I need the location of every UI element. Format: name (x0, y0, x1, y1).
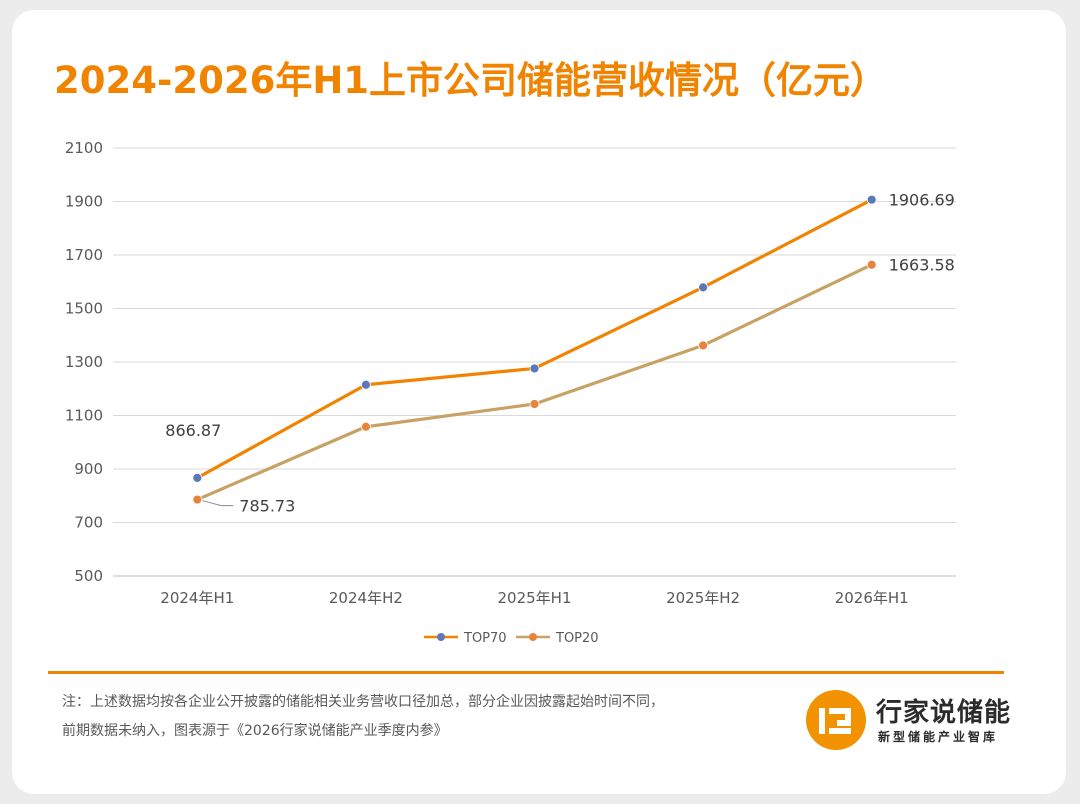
series-line-top70 (196, 198, 873, 480)
data-point (360, 421, 371, 432)
x-tick-label: 2025年H1 (498, 589, 572, 607)
y-tick-label: 1900 (65, 193, 103, 211)
series-lines (192, 194, 877, 505)
legend-swatch-marker (437, 633, 445, 641)
data-point (360, 379, 371, 390)
footnote: 注：上述数据均按各企业公开披露的储能相关业务营收口径加总，部分企业因披露起始时间… (62, 688, 802, 746)
legend-entry: TOP20 (555, 631, 599, 646)
footnote-line-2: 前期数据未纳入，图表源于《2026行家说储能产业季度内参》 (62, 723, 448, 739)
legend-swatch-marker (529, 633, 537, 641)
y-tick-label: 1500 (65, 300, 103, 318)
series-line-top20 (196, 263, 873, 502)
y-tick-label: 500 (74, 567, 103, 585)
x-axis-ticks: 2024年H1 2024年H2 2025年H1 2025年H2 2026年H1 (160, 589, 908, 607)
data-point (529, 399, 540, 409)
x-tick-label: 2025年H2 (666, 589, 740, 607)
x-tick-label: 2026年H1 (835, 589, 909, 607)
x-tick-label: 2024年H1 (160, 589, 234, 607)
data-label: 785.73 (239, 497, 295, 516)
brand-name: 行家说储能 (876, 698, 1012, 728)
legend-entry: TOP70 (463, 631, 507, 646)
y-tick-label: 900 (74, 460, 103, 478)
data-point (698, 282, 708, 293)
data-point (866, 194, 877, 205)
brand-tagline: 新型储能产业智库 (878, 730, 999, 744)
label-leader-line (202, 500, 234, 507)
y-tick-label: 1300 (65, 353, 103, 371)
data-point (866, 259, 877, 270)
y-tick-label: 2100 (65, 139, 103, 157)
footer-divider (48, 671, 1004, 674)
gridlines (113, 147, 956, 577)
data-point (529, 363, 540, 374)
legend: TOP70 TOP20 (424, 631, 599, 646)
y-tick-label: 1700 (65, 246, 103, 264)
chart-title: 2024-2026年H1上市公司储能营收情况（亿元） (54, 59, 888, 102)
y-tick-label: 1100 (65, 407, 103, 425)
data-label: 1663.58 (889, 256, 955, 275)
brand-block: 行家说储能 新型储能产业智库 (806, 686, 1026, 752)
footnote-line-1: 注：上述数据均按各企业公开披露的储能相关业务营收口径加总，部分企业因披露起始时间… (62, 694, 664, 710)
data-labels: 866.87 1906.69 785.73 1663.58 (165, 191, 955, 516)
y-axis-ticks: 500 700 900 1100 1300 1500 1700 1900 2100 (65, 139, 103, 585)
data-label: 866.87 (165, 421, 221, 440)
y-tick-label: 700 (74, 514, 103, 532)
data-point (192, 494, 203, 505)
data-label: 1906.69 (889, 191, 955, 210)
x-tick-label: 2024年H2 (329, 589, 403, 607)
data-point (698, 340, 708, 351)
data-point (192, 472, 203, 483)
brand-logo-icon (806, 690, 866, 750)
